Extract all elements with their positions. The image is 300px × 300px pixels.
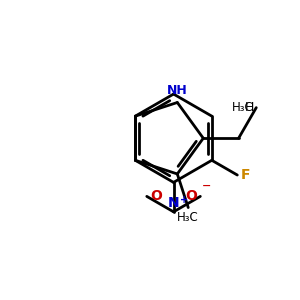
Text: O: O xyxy=(150,189,162,203)
Text: N: N xyxy=(168,196,179,210)
Text: NH: NH xyxy=(167,84,188,97)
Text: O: O xyxy=(185,189,197,203)
Text: H₃C: H₃C xyxy=(232,101,254,114)
Text: H₃C: H₃C xyxy=(177,211,199,224)
Text: F: F xyxy=(241,168,250,182)
Text: H: H xyxy=(244,101,254,114)
Text: +: + xyxy=(180,195,188,206)
Text: −: − xyxy=(202,181,211,190)
